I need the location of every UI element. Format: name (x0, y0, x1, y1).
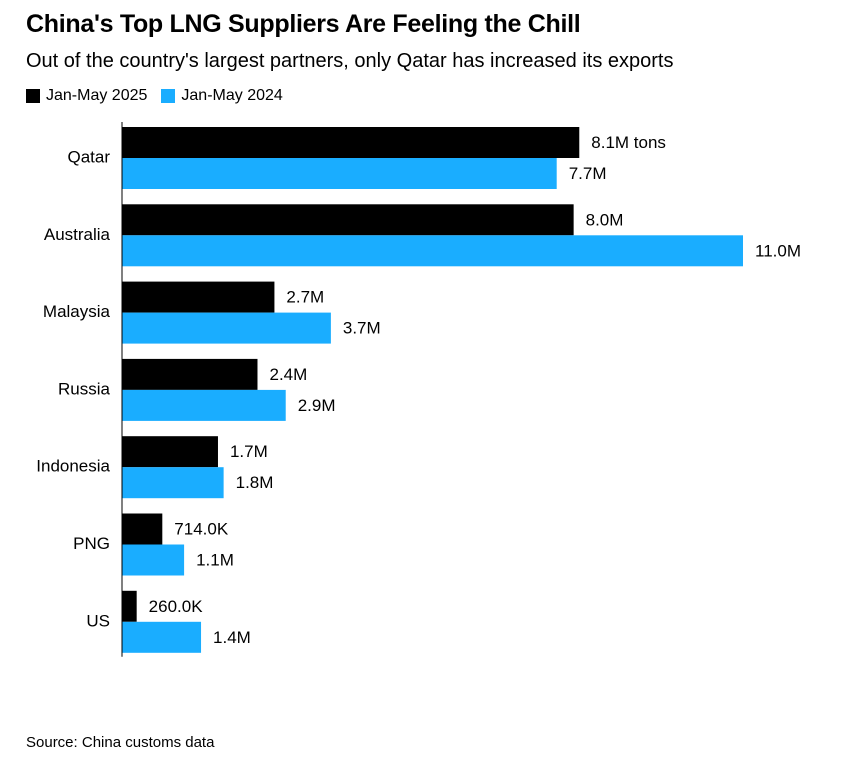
bar-us-2025 (122, 590, 137, 622)
data-label-qatar-2025: 8.1M tons (591, 133, 666, 152)
legend-label-2025: Jan-May 2025 (46, 87, 148, 104)
bar-russia-2024 (122, 389, 286, 421)
legend-item-2025: Jan-May 2025 (26, 87, 147, 105)
bar-australia-2024 (122, 235, 743, 267)
bar-png-2025 (122, 513, 163, 545)
chart-title: China's Top LNG Suppliers Are Feeling th… (26, 10, 581, 38)
bar-malaysia-2024 (122, 312, 331, 344)
bar-qatar-2024 (122, 158, 557, 189)
bar-indonesia-2024 (122, 467, 224, 499)
category-label-us: US (86, 611, 110, 630)
data-label-russia-2024: 2.9M (298, 396, 336, 415)
data-label-png-2024: 1.1M (196, 550, 234, 569)
category-label-indonesia: Indonesia (36, 457, 110, 476)
data-label-indonesia-2025: 1.7M (230, 442, 268, 461)
category-label-australia: Australia (44, 225, 111, 244)
data-label-us-2025: 260.0K (149, 597, 204, 616)
source-note: Source: China customs data (26, 734, 215, 751)
bar-us-2024 (122, 621, 202, 653)
legend-item-2024: Jan-May 2024 (161, 87, 283, 105)
legend: Jan-May 2025 Jan-May 2024 (26, 87, 297, 105)
data-label-qatar-2024: 7.7M (569, 164, 607, 183)
data-label-indonesia-2024: 1.8M (236, 473, 274, 492)
data-label-australia-2024: 11.0M (755, 241, 801, 260)
bar-russia-2025 (122, 358, 258, 390)
data-label-png-2025: 714.0K (174, 519, 229, 538)
category-label-qatar: Qatar (67, 147, 110, 166)
data-label-malaysia-2025: 2.7M (286, 288, 324, 307)
legend-swatch-2025 (26, 89, 40, 103)
bar-malaysia-2025 (122, 281, 275, 313)
bar-png-2024 (122, 544, 185, 576)
legend-swatch-2024 (161, 89, 176, 103)
category-label-malaysia: Malaysia (43, 302, 111, 321)
bar-australia-2025 (122, 204, 574, 236)
data-label-us-2024: 1.4M (213, 628, 251, 647)
category-label-png: PNG (73, 534, 110, 553)
data-label-australia-2025: 8.0M (586, 210, 624, 229)
bar-indonesia-2025 (122, 436, 218, 468)
data-label-malaysia-2024: 3.7M (343, 319, 381, 338)
legend-label-2024: Jan-May 2024 (181, 87, 283, 104)
bar-qatar-2025 (122, 127, 580, 158)
category-label-russia: Russia (58, 379, 111, 398)
chart-subtitle: Out of the country's largest partners, o… (26, 50, 674, 72)
data-label-russia-2025: 2.4M (269, 365, 307, 384)
